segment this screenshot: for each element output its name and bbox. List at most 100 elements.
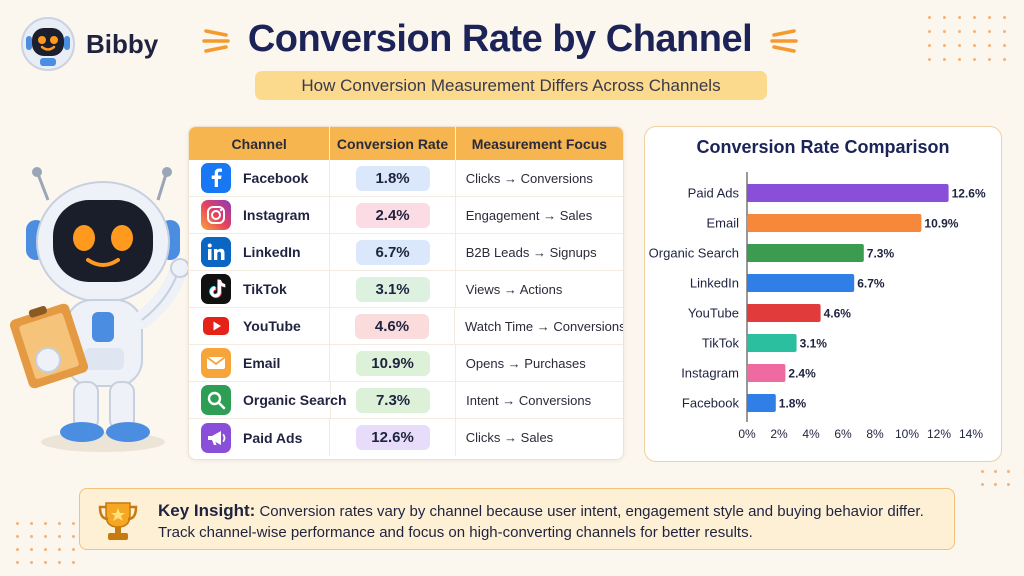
decorative-dot xyxy=(1003,30,1006,33)
decorative-dot xyxy=(958,58,961,61)
title-wrap: Conversion Rate by Channel xyxy=(170,18,830,61)
cell-conversion-rate: 10.9% xyxy=(330,345,456,381)
decorative-dot xyxy=(16,535,19,538)
table-row: Facebook 1.8% Clicks → Conversions xyxy=(189,160,623,197)
channel-name: Organic Search xyxy=(243,392,347,408)
cell-channel: Instagram xyxy=(189,197,331,233)
brand: Bibby xyxy=(18,14,158,74)
decorative-dot xyxy=(1007,470,1010,473)
chart-category-label: YouTube xyxy=(688,306,739,321)
table-row: Paid Ads 12.6% Clicks → Sales xyxy=(189,419,623,456)
key-insight-box: Key Insight: Conversion rates vary by ch… xyxy=(79,488,955,550)
insight-line-1: Key Insight: Conversion rates vary by ch… xyxy=(158,501,924,521)
rate-pill: 4.6% xyxy=(354,313,429,339)
table-header: Channel Conversion Rate Measurement Focu… xyxy=(189,127,623,160)
channel-name: Instagram xyxy=(243,207,310,223)
chart-category-label: Organic Search xyxy=(649,246,739,261)
decorative-dot xyxy=(44,522,47,525)
decorative-dot xyxy=(958,30,961,33)
decorative-dots-top-right xyxy=(928,16,1006,61)
email-icon xyxy=(201,348,231,378)
decorative-dot xyxy=(30,561,33,564)
facebook-icon xyxy=(201,163,231,193)
chart-category-label: Facebook xyxy=(682,396,740,411)
left-accent-icon xyxy=(202,28,230,53)
chart-bar xyxy=(747,334,797,352)
rate-pill: 6.7% xyxy=(355,239,430,265)
trophy-icon xyxy=(98,502,138,540)
decorative-dot xyxy=(928,58,931,61)
decorative-dot xyxy=(1003,44,1006,47)
decorative-dot xyxy=(981,483,984,486)
chart-value-label: 1.8% xyxy=(779,397,807,411)
rate-pill: 7.3% xyxy=(356,387,431,413)
decorative-dot xyxy=(72,535,75,538)
decorative-dot xyxy=(973,58,976,61)
channel-name: Email xyxy=(243,355,281,371)
chart-value-label: 2.4% xyxy=(788,367,816,381)
decorative-dot xyxy=(1003,16,1006,19)
chart-value-label: 4.6% xyxy=(824,307,852,321)
table-body: Facebook 1.8% Clicks → Conversions Instagra… xyxy=(189,160,623,456)
decorative-dot xyxy=(72,548,75,551)
rate-pill: 10.9% xyxy=(355,350,430,376)
insight-line-2: Track channel-wise performance and focus… xyxy=(158,524,753,541)
chart-value-label: 7.3% xyxy=(867,247,895,261)
cell-measurement-focus: Watch Time → Conversions xyxy=(465,318,624,334)
youtube-icon xyxy=(201,311,231,341)
decorative-dot xyxy=(958,44,961,47)
chart-bar xyxy=(747,184,949,202)
channel-name: LinkedIn xyxy=(243,244,301,260)
decorative-dot xyxy=(943,16,946,19)
chart-value-label: 10.9% xyxy=(924,217,958,231)
chart-bar xyxy=(747,274,855,292)
chart-bar xyxy=(747,214,922,232)
page-subtitle: How Conversion Measurement Differs Acros… xyxy=(255,71,767,100)
decorative-dot xyxy=(943,30,946,33)
decorative-dot xyxy=(943,58,946,61)
right-accent-icon xyxy=(770,28,798,53)
decorative-dot xyxy=(928,16,931,19)
rate-pill: 2.4% xyxy=(355,202,430,228)
decorative-dot xyxy=(994,483,997,486)
cell-measurement-focus: Opens → Purchases xyxy=(465,355,586,371)
cell-conversion-rate: 4.6% xyxy=(330,308,455,344)
chart-bar xyxy=(747,244,864,262)
decorative-dot xyxy=(928,30,931,33)
rate-pill: 1.8% xyxy=(355,165,430,191)
decorative-dot xyxy=(981,470,984,473)
decorative-dot xyxy=(1007,483,1010,486)
decorative-dot xyxy=(988,30,991,33)
megaphone-icon xyxy=(201,422,231,453)
decorative-dot xyxy=(988,58,991,61)
decorative-dot xyxy=(58,535,61,538)
chart-category-label: Instagram xyxy=(681,366,739,381)
cell-channel: TikTok xyxy=(189,271,331,307)
chart-x-tick-label: 2% xyxy=(770,427,788,441)
cell-conversion-rate: 2.4% xyxy=(330,197,456,233)
rate-pill: 12.6% xyxy=(355,425,430,450)
decorative-dot xyxy=(928,44,931,47)
decorative-dot xyxy=(988,16,991,19)
chart-x-tick-label: 0% xyxy=(738,427,756,441)
decorative-dot xyxy=(44,535,47,538)
chart-category-label: TikTok xyxy=(702,336,740,351)
cell-conversion-rate: 1.8% xyxy=(330,160,456,196)
chart-category-label: LinkedIn xyxy=(690,276,739,291)
decorative-dot xyxy=(994,470,997,473)
instagram-icon xyxy=(201,200,231,230)
decorative-dot xyxy=(16,548,19,551)
table-row: TikTok 3.1% Views → Actions xyxy=(189,271,623,308)
channel-name: TikTok xyxy=(243,281,287,297)
cell-measurement-focus: Clicks → Sales xyxy=(465,430,554,445)
decorative-dot xyxy=(973,44,976,47)
cell-channel: Email xyxy=(189,345,331,381)
decorative-dot xyxy=(958,16,961,19)
chart-x-tick-label: 8% xyxy=(866,427,884,441)
decorative-dot xyxy=(58,548,61,551)
table-row: LinkedIn 6.7% B2B Leads → Signups xyxy=(189,234,623,271)
decorative-dot xyxy=(16,561,19,564)
decorative-dot xyxy=(30,548,33,551)
chart-x-tick-label: 12% xyxy=(927,427,951,441)
chart-value-label: 6.7% xyxy=(857,277,885,291)
